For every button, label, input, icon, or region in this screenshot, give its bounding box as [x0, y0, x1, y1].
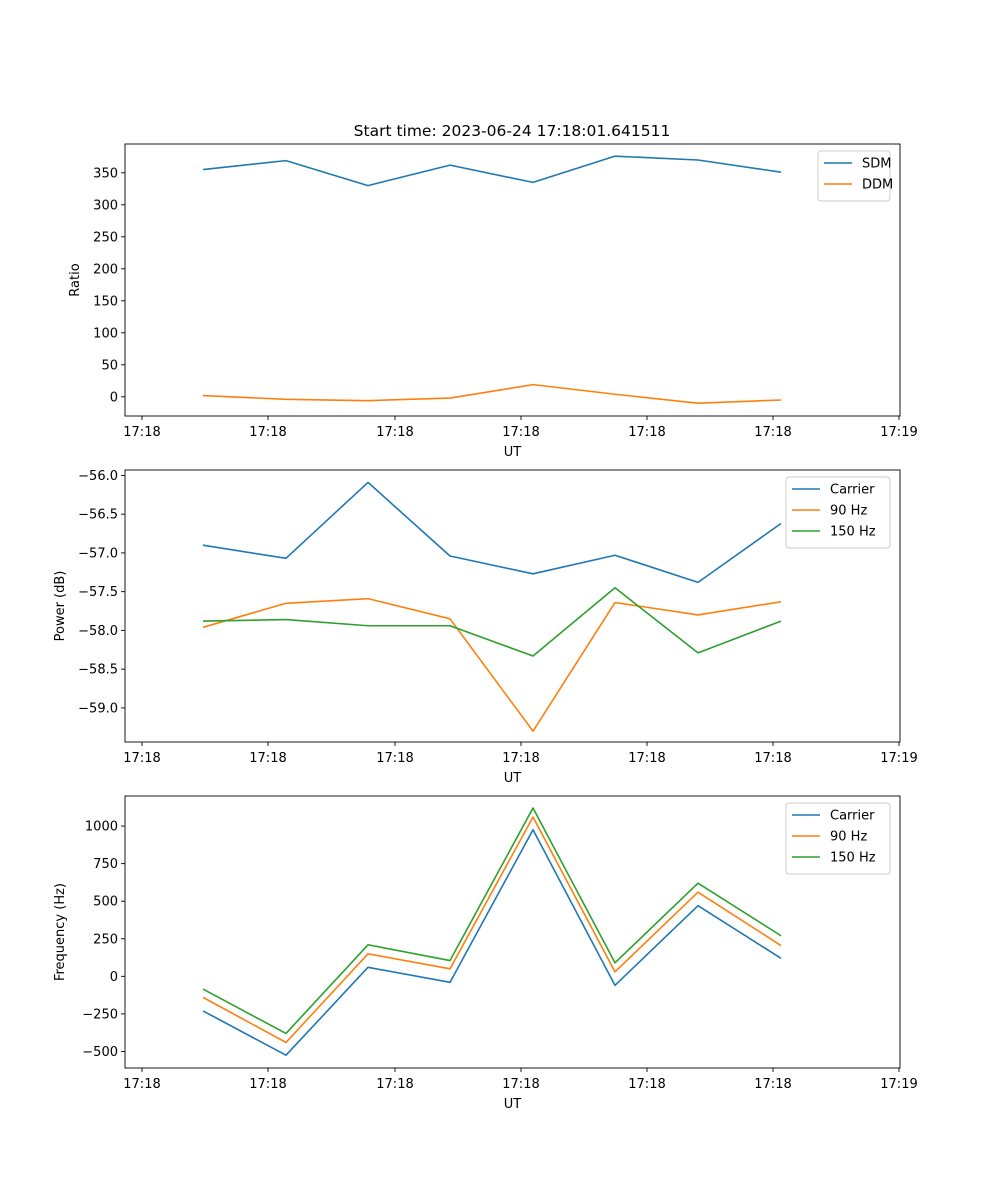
series-line-carrier: [202, 481, 782, 584]
panel-1: 0 50 100 150 200 250 300 350 17:18 17:18 17:18 17:1…: [68, 143, 918, 460]
y-tick-label: 100: [93, 326, 118, 341]
axes-frame: [124, 143, 901, 417]
y-axis-label: Ratio: [68, 263, 83, 296]
legend-label: Carrier: [830, 483, 875, 498]
series-line-sdm: [202, 155, 782, 187]
x-tick-label: 17:18: [502, 1077, 539, 1092]
series-line-150-hz: [202, 807, 782, 1035]
y-tick-label: 200: [93, 262, 118, 277]
legend-label: 90 Hz: [830, 830, 867, 845]
panel-2: −59.0 −58.5 −58.0 −57.5 −57.0 −56.5 −56.0 17:18…: [53, 469, 918, 786]
y-tick-label: −58.5: [78, 663, 118, 678]
axes-frame: [124, 469, 901, 743]
x-tick-label: 17:18: [249, 1077, 286, 1092]
x-tick-label: 17:18: [376, 1077, 413, 1092]
y-tick-label: −59.0: [78, 701, 118, 716]
series-line-90-hz: [202, 816, 782, 1044]
y-axis-label: Power (dB): [53, 571, 68, 642]
y-tick-label: −56.5: [78, 508, 118, 523]
y-tick-label: 250: [93, 932, 118, 947]
figure-title: Start time: 2023-06-24 17:18:01.641511: [354, 122, 671, 140]
y-tick-label: 750: [93, 857, 118, 872]
legend-label: DDM: [862, 178, 893, 193]
x-tick-label: 17:18: [754, 751, 791, 766]
series-line-ddm: [202, 383, 782, 405]
series-line-carrier: [202, 829, 782, 1057]
legend-label: 150 Hz: [830, 851, 876, 866]
x-tick-label: 17:18: [754, 425, 791, 440]
y-tick-label: −57.0: [78, 546, 118, 561]
y-tick-label: 0: [110, 390, 118, 405]
y-tick-label: 500: [93, 895, 118, 910]
y-tick-label: 1000: [85, 820, 118, 835]
legend: Carrier 90 Hz 150 Hz: [785, 802, 891, 875]
y-tick-label: −56.0: [78, 469, 118, 484]
x-tick-label: 17:19: [880, 751, 917, 766]
x-tick-label: 17:18: [123, 425, 160, 440]
legend-label: Carrier: [830, 809, 875, 824]
x-tick-label: 17:18: [754, 1077, 791, 1092]
x-axis-label: UT: [504, 1097, 522, 1112]
y-tick-label: 0: [110, 970, 118, 985]
legend-label: 150 Hz: [830, 525, 876, 540]
y-tick-label: 250: [93, 230, 118, 245]
y-tick-label: −58.0: [78, 624, 118, 639]
x-axis-label: UT: [504, 445, 522, 460]
legend: SDM DDM: [817, 150, 893, 202]
x-tick-label: 17:18: [502, 751, 539, 766]
x-tick-label: 17:18: [502, 425, 539, 440]
panel-3: −500 −250 0 250 500 750 1000 17:18 17:18 17:18 17:…: [53, 795, 918, 1112]
x-tick-label: 17:18: [376, 425, 413, 440]
x-tick-label: 17:18: [249, 425, 286, 440]
x-tick-label: 17:18: [376, 751, 413, 766]
x-tick-label: 17:18: [628, 1077, 665, 1092]
y-tick-label: 50: [101, 358, 118, 373]
y-tick-label: −500: [82, 1045, 118, 1060]
series-line-150-hz: [202, 586, 782, 657]
x-tick-label: 17:18: [249, 751, 286, 766]
x-tick-label: 17:18: [123, 1077, 160, 1092]
y-tick-label: 150: [93, 294, 118, 309]
y-tick-label: 350: [93, 166, 118, 181]
series-line-90-hz: [202, 597, 782, 732]
x-tick-label: 17:19: [880, 1077, 917, 1092]
y-tick-label: −250: [82, 1007, 118, 1022]
legend: Carrier 90 Hz 150 Hz: [785, 476, 891, 549]
legend-label: 90 Hz: [830, 504, 867, 519]
x-tick-label: 17:19: [880, 425, 917, 440]
x-tick-label: 17:18: [123, 751, 160, 766]
y-tick-label: 300: [93, 198, 118, 213]
y-axis-label: Frequency (Hz): [53, 883, 68, 981]
x-tick-label: 17:18: [628, 751, 665, 766]
legend-label: SDM: [862, 157, 891, 172]
x-axis-label: UT: [504, 771, 522, 786]
axes-frame: [124, 795, 901, 1069]
x-tick-label: 17:18: [628, 425, 665, 440]
y-tick-label: −57.5: [78, 585, 118, 600]
